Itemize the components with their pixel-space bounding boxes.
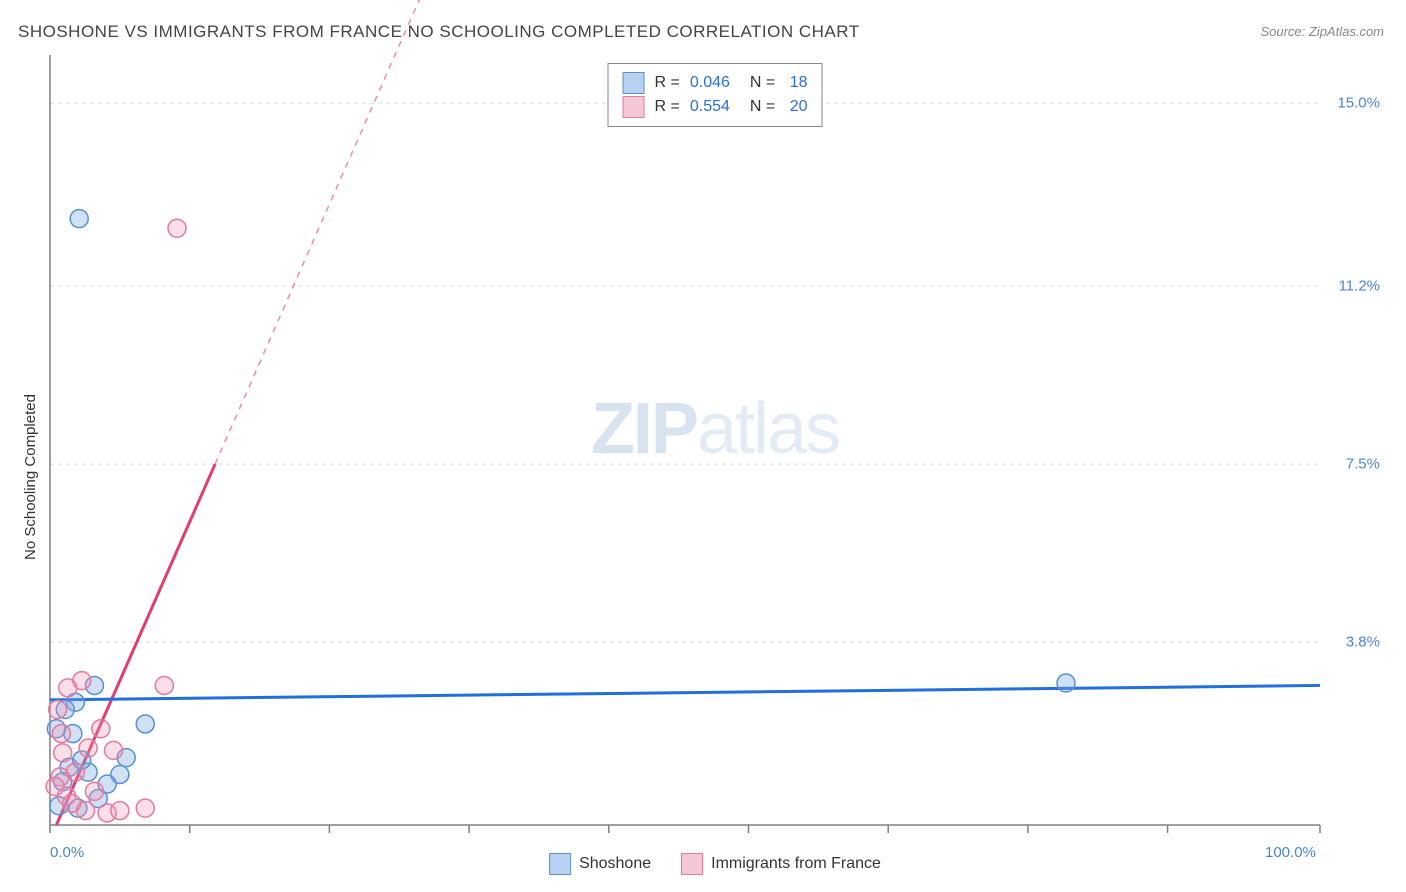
legend-swatch (549, 853, 571, 875)
legend-r-label: R = (655, 98, 680, 116)
y-tick-label: 15.0% (1337, 95, 1380, 112)
legend-n-label: N = (750, 74, 775, 92)
legend-swatch (623, 72, 645, 94)
legend-series-item: Shoshone (549, 853, 651, 875)
legend-series-label: Shoshone (579, 855, 651, 873)
legend-n-value: 18 (785, 74, 807, 92)
y-tick-label: 3.8% (1346, 634, 1380, 651)
y-axis-label: No Schooling Completed (22, 394, 39, 560)
legend-correlation-row: R = 0.046 N = 18 (623, 72, 808, 94)
y-tick-label: 7.5% (1346, 456, 1380, 473)
legend-correlation-row: R = 0.554 N = 20 (623, 96, 808, 118)
legend-r-label: R = (655, 74, 680, 92)
legend-series-item: Immigrants from France (681, 853, 881, 875)
source-attribution: Source: ZipAtlas.com (1260, 24, 1384, 39)
y-tick-label: 11.2% (1339, 278, 1380, 295)
legend-swatch (681, 853, 703, 875)
legend-series: Shoshone Immigrants from France (549, 853, 881, 875)
x-tick-label: 100.0% (1265, 844, 1316, 861)
chart-area: ZIPatlas R =0.046N = 18R =0.554N = 20 3.… (50, 55, 1380, 835)
chart-title: SHOSHONE VS IMMIGRANTS FROM FRANCE NO SC… (18, 22, 860, 42)
legend-swatch (623, 96, 645, 118)
legend-correlation-box: R = 0.046 N = 18 R = 0.554 N = 20 (608, 63, 823, 127)
legend-n-label: N = (750, 98, 775, 116)
legend-n-value: 20 (785, 98, 807, 116)
x-tick-label: 0.0% (50, 844, 84, 861)
legend-r-value: 0.046 (690, 74, 730, 92)
plot-svg (50, 55, 1380, 835)
legend-r-value: 0.554 (690, 98, 730, 116)
legend-series-label: Immigrants from France (711, 855, 881, 873)
